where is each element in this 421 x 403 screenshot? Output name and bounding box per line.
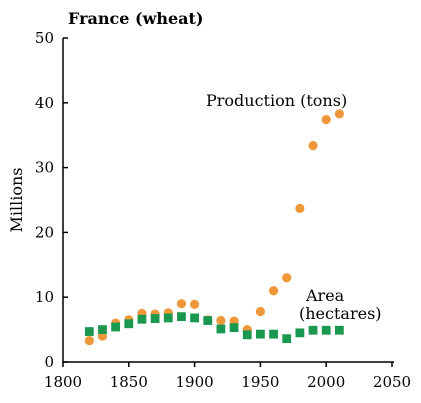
production-point bbox=[282, 273, 291, 282]
chart-title: France (wheat) bbox=[68, 9, 203, 28]
y-axis-label: Millions bbox=[7, 168, 26, 233]
area-point bbox=[124, 319, 133, 328]
production-point bbox=[295, 204, 304, 213]
x-tick-label: 1900 bbox=[176, 373, 214, 391]
area-point bbox=[243, 330, 252, 339]
x-tick-label: 1850 bbox=[110, 373, 148, 391]
y-tick-label: 10 bbox=[35, 288, 54, 306]
area-point bbox=[335, 326, 344, 335]
production-point bbox=[269, 286, 278, 295]
production-point bbox=[256, 307, 265, 316]
production-point bbox=[322, 115, 331, 124]
production-point bbox=[216, 316, 225, 325]
area-point bbox=[230, 323, 239, 332]
x-tick-label: 1800 bbox=[44, 373, 82, 391]
area-point bbox=[256, 330, 265, 339]
x-tick-label: 2000 bbox=[307, 373, 345, 391]
area-point bbox=[190, 314, 199, 323]
area-point bbox=[98, 325, 107, 334]
area-point bbox=[164, 314, 173, 323]
area-point bbox=[177, 312, 186, 321]
area-point bbox=[203, 316, 212, 325]
area-point bbox=[85, 327, 94, 336]
annotation-production: Production (tons) bbox=[206, 91, 347, 110]
area-point bbox=[269, 330, 278, 339]
annotation-area-line2: (hectares) bbox=[299, 304, 382, 323]
y-tick-label: 0 bbox=[44, 353, 54, 371]
production-point bbox=[308, 141, 317, 150]
production-point bbox=[190, 300, 199, 309]
y-tick-label: 30 bbox=[35, 159, 54, 177]
area-point bbox=[282, 334, 291, 343]
area-point bbox=[295, 328, 304, 337]
y-tick-label: 50 bbox=[35, 29, 54, 47]
area-point bbox=[217, 325, 226, 334]
y-tick-label: 40 bbox=[35, 94, 54, 112]
area-point bbox=[151, 314, 160, 323]
annotation-area-line1: Area bbox=[305, 286, 345, 305]
x-tick-label: 1950 bbox=[241, 373, 279, 391]
y-tick-label: 20 bbox=[35, 223, 54, 241]
area-point bbox=[322, 326, 331, 335]
area-point bbox=[309, 326, 318, 335]
production-point bbox=[177, 299, 186, 308]
x-tick-label: 2050 bbox=[373, 373, 411, 391]
production-point bbox=[335, 109, 344, 118]
area-point bbox=[138, 315, 147, 324]
area-point bbox=[111, 323, 120, 332]
production-point bbox=[85, 336, 94, 345]
